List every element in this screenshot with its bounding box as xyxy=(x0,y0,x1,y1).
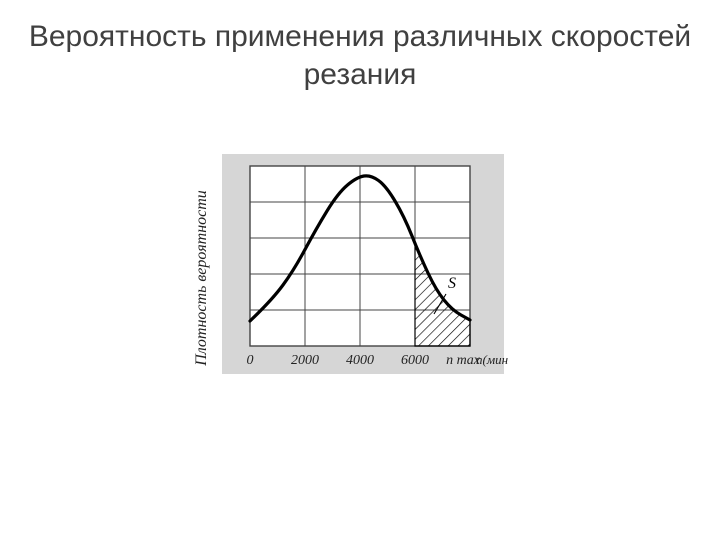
x-tick-label: 2000 xyxy=(291,353,319,368)
figure: Плотность вероятности 0200040006000n max… xyxy=(210,148,510,408)
slide: Вероятность применения различных скорост… xyxy=(0,0,720,540)
x-tick-label: 0 xyxy=(247,353,254,368)
x-axis-unit: n(мин⁻¹) xyxy=(476,352,510,367)
x-tick-label: 4000 xyxy=(346,353,374,368)
s-label: S xyxy=(448,275,456,292)
slide-title: Вероятность применения различных скорост… xyxy=(0,0,720,93)
y-axis-label: Плотность вероятности xyxy=(193,190,211,366)
x-tick-label: 6000 xyxy=(401,353,429,368)
density-chart: 0200040006000n maxn(мин⁻¹)S xyxy=(210,148,510,408)
